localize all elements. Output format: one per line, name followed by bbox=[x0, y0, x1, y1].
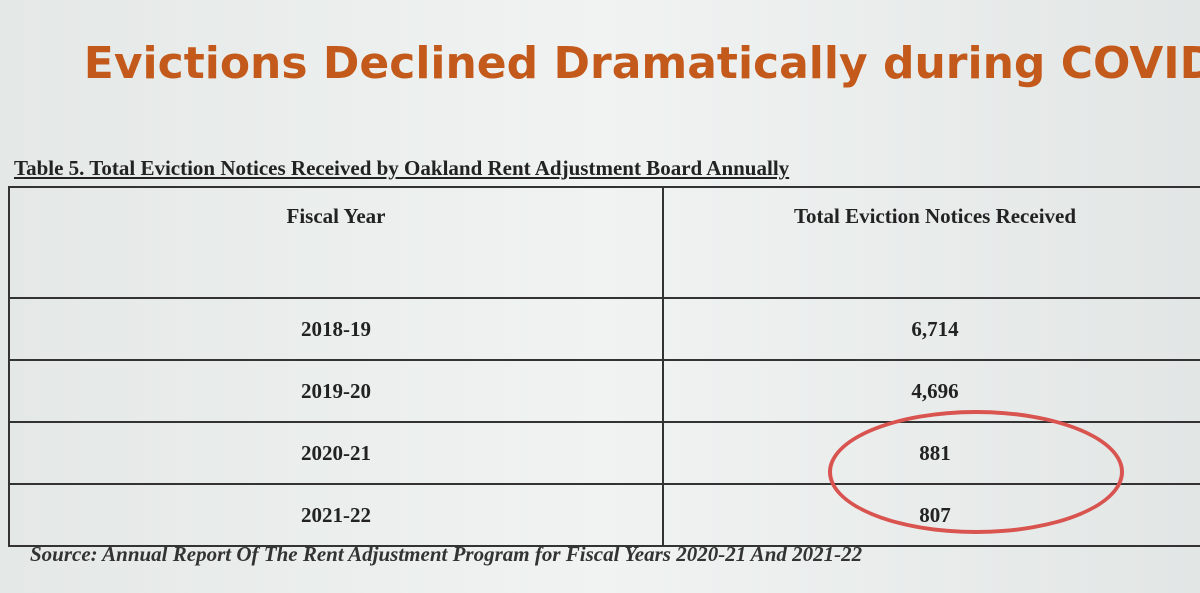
table-caption: Table 5. Total Eviction Notices Received… bbox=[14, 156, 790, 180]
table-cell: Fiscal Year bbox=[8, 186, 664, 299]
source-note: Source: Annual Report Of The Rent Adjust… bbox=[30, 542, 863, 566]
table-cell: 2019-20 bbox=[8, 359, 664, 423]
table-cell: 2020-21 bbox=[8, 421, 664, 485]
slide-title: Evictions Declined Dramatically during C… bbox=[83, 38, 1200, 89]
table-row: 2018-19 6,714 bbox=[8, 297, 1200, 361]
table-cell: 2018-19 bbox=[8, 297, 664, 361]
table-row: Fiscal Year Total Eviction Notices Receiv… bbox=[8, 186, 1200, 299]
highlight-oval bbox=[828, 410, 1124, 534]
table-cell: 6,714 bbox=[662, 297, 1200, 361]
table-cell: Total Eviction Notices Received bbox=[662, 186, 1200, 299]
table-cell: 2021-22 bbox=[8, 483, 664, 547]
